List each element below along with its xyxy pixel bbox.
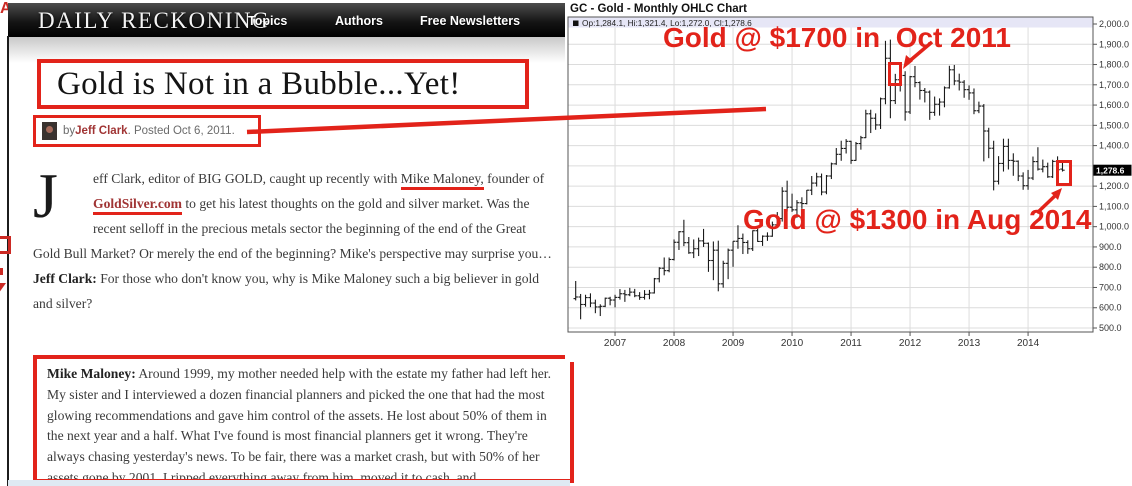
- speaker-mike-maloney: Mike Maloney:: [47, 366, 136, 381]
- quote-highlight-box: Mike Maloney: Around 1999, my mother nee…: [33, 355, 574, 483]
- paragraph-question: Jeff Clark: For those who don't know you…: [33, 266, 554, 316]
- chart-title: GC - Gold - Monthly OHLC Chart: [570, 3, 747, 15]
- chart-panel: GC - Gold - Monthly OHLC Chart Op:1,284.…: [565, 0, 1132, 362]
- paragraph-intro: J eff Clark, editor of BIG GOLD, caught …: [33, 160, 554, 266]
- svg-text:900.0: 900.0: [1099, 242, 1122, 252]
- svg-text:2013: 2013: [958, 338, 981, 349]
- author-avatar: [42, 122, 57, 140]
- goldsilver-link[interactable]: GoldSilver.com: [93, 196, 182, 215]
- page-left-border: [7, 36, 9, 486]
- svg-text:1,278.6: 1,278.6: [1096, 165, 1125, 175]
- social-sidebar-fragment: [0, 236, 11, 254]
- intro-text: eff Clark, editor of BIG GOLD, caught up…: [93, 171, 401, 186]
- nav-free-newsletters[interactable]: Free Newsletters: [420, 14, 521, 28]
- svg-text:2,000.0: 2,000.0: [1099, 19, 1129, 29]
- svg-text:600.0: 600.0: [1099, 303, 1122, 313]
- byline-by: by: [63, 125, 76, 137]
- svg-text:2009: 2009: [722, 338, 745, 349]
- svg-text:2012: 2012: [899, 338, 922, 349]
- social-sidebar-fragment: [0, 283, 6, 297]
- article-title: Gold is Not in a Bubble...Yet!: [57, 65, 461, 102]
- oct2011-highlight-box: [888, 62, 902, 86]
- site-header: DAILY RECKONING Topics Authors Free News…: [8, 3, 565, 37]
- svg-text:500.0: 500.0: [1099, 323, 1122, 333]
- svg-text:1,000.0: 1,000.0: [1099, 222, 1129, 232]
- social-sidebar-fragment: A: [0, 0, 12, 17]
- svg-text:700.0: 700.0: [1099, 282, 1122, 292]
- svg-text:2008: 2008: [663, 338, 686, 349]
- social-sidebar-fragment: [0, 268, 3, 275]
- svg-text:Op:1,284.1, Hi:1,321.4, Lo:1,2: Op:1,284.1, Hi:1,321.4, Lo:1,272.0, Cl:1…: [582, 18, 752, 28]
- svg-text:1,500.0: 1,500.0: [1099, 120, 1129, 130]
- article-body: J eff Clark, editor of BIG GOLD, caught …: [33, 160, 554, 316]
- title-highlight-box: Gold is Not in a Bubble...Yet!: [37, 59, 529, 109]
- header-fade: [8, 37, 565, 63]
- svg-text:1,400.0: 1,400.0: [1099, 141, 1129, 151]
- svg-text:1,600.0: 1,600.0: [1099, 100, 1129, 110]
- svg-text:2010: 2010: [781, 338, 804, 349]
- drop-cap: J: [33, 160, 58, 231]
- svg-text:1,200.0: 1,200.0: [1099, 181, 1129, 191]
- byline-posted: . Posted Oct 6, 2011.: [127, 125, 235, 137]
- mike-maloney-underlined: Mike Maloney,: [400, 171, 484, 190]
- ohlc-chart: Op:1,284.1, Hi:1,321.4, Lo:1,272.0, Cl:1…: [567, 16, 1132, 349]
- svg-text:1,900.0: 1,900.0: [1099, 39, 1129, 49]
- intro-text: to get his latest thoughts on the gold a…: [33, 196, 552, 261]
- svg-text:800.0: 800.0: [1099, 262, 1122, 272]
- site-logo[interactable]: DAILY RECKONING: [38, 8, 271, 33]
- nav-topics[interactable]: Topics: [248, 14, 288, 28]
- svg-text:1,700.0: 1,700.0: [1099, 80, 1129, 90]
- svg-text:2011: 2011: [840, 338, 862, 349]
- byline-highlight-box: by Jeff Clark . Posted Oct 6, 2011.: [33, 115, 261, 147]
- intro-text: founder of: [487, 171, 545, 186]
- bottom-strip: [8, 480, 570, 486]
- aug2014-highlight-box: [1056, 160, 1072, 186]
- svg-text:1,100.0: 1,100.0: [1099, 201, 1129, 211]
- annotation-gold-1700-oct-2011: Gold @ $1700 in Oct 2011: [663, 22, 1011, 53]
- svg-text:2014: 2014: [1017, 338, 1040, 349]
- quote-text: Around 1999, my mother needed help with …: [47, 366, 551, 483]
- annotation-gold-1300-aug-2014: Gold @ $1300 in Aug 2014: [743, 204, 1092, 235]
- svg-text:1,800.0: 1,800.0: [1099, 60, 1129, 70]
- question-text: For those who don't know you, why is Mik…: [33, 271, 540, 311]
- speaker-jeff-clark: Jeff Clark:: [33, 271, 97, 286]
- svg-text:2007: 2007: [604, 338, 627, 349]
- author-link[interactable]: Jeff Clark: [75, 125, 128, 137]
- nav-authors[interactable]: Authors: [335, 14, 383, 28]
